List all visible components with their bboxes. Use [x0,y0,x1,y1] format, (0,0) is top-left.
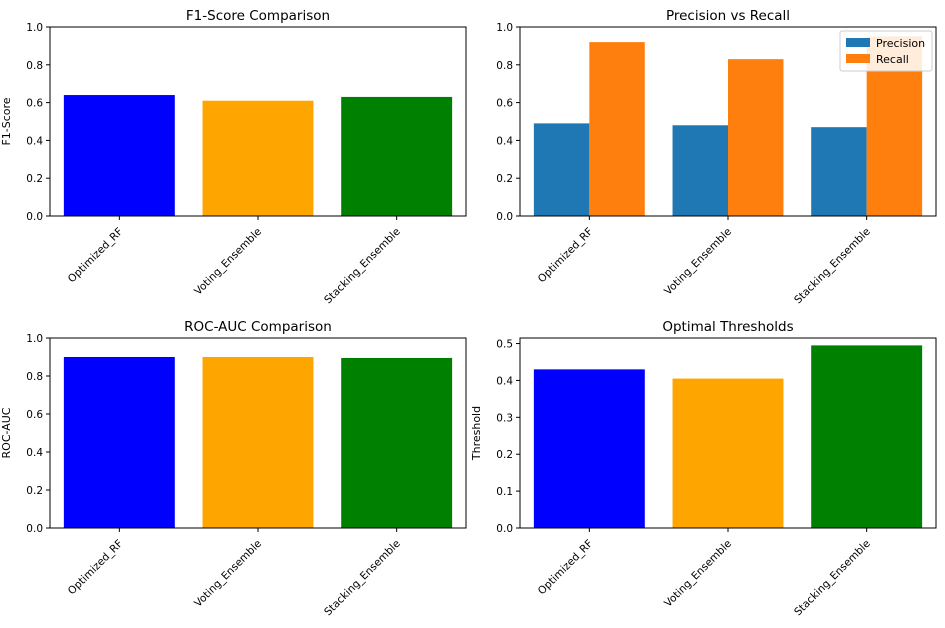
y-tick-label: 0.6 [496,98,513,110]
y-tick-label: 0.2 [26,485,43,497]
x-tick-label: Stacking_Ensemble [792,226,873,307]
x-tick-label: Voting_Ensemble [662,538,734,610]
subplot-3: ROC-AUC Comparison ROC-AUC 0.0 0.2 0.4 0.6 0.8… [0,319,467,619]
y-tick-label: 1.0 [26,333,43,345]
bar-voting-ensemble [202,357,314,528]
y-tick-label: 0.8 [26,60,43,72]
y-tick-label: 0.8 [26,371,43,383]
legend-label-precision: Precision [876,37,925,50]
y-tick-label: 0.6 [26,409,43,421]
x-tick-label: Voting_Ensemble [192,538,264,610]
x-tick-label: Stacking_Ensemble [792,538,873,619]
x-tick-label: Optimized_RF [66,226,126,286]
x-tick-label: Voting_Ensemble [662,226,734,298]
bar-precision-stacking-ensemble [811,127,867,216]
y-tick-label: 0.0 [26,211,43,223]
bar-voting-ensemble [202,100,314,216]
bar-stacking-ensemble [811,345,923,528]
subplot-4: Optimal Thresholds Threshold 0.0 0.1 0.2 0.3 0… [470,319,937,619]
bar-precision-voting-ensemble [672,125,728,216]
legend-swatch-precision [846,38,870,47]
legend-swatch-recall [846,54,870,63]
y-tick-label: 0.0 [26,523,43,535]
chart-title: ROC-AUC Comparison [184,319,332,335]
subplot-1: F1-Score Comparison F1-Score 0.0 0.2 0.4 0.6 0… [0,8,467,307]
y-tick-label: 0.4 [26,135,43,147]
x-tick-label: Stacking_Ensemble [322,226,403,307]
y-tick-label: 0.4 [26,447,43,459]
bar-recall-voting-ensemble [728,59,784,216]
y-tick-label: 1.0 [26,22,43,34]
y-tick-label: 0.4 [496,135,513,147]
x-tick-label: Stacking_Ensemble [322,538,403,619]
y-tick-label: 0.2 [496,173,513,185]
x-tick-label: Optimized_RF [536,226,596,286]
y-tick-label: 1.0 [496,22,513,34]
bar-optimized-rf [63,357,175,528]
bar-voting-ensemble [672,378,784,528]
y-tick-label: 0.0 [496,211,513,223]
legend-label-recall: Recall [876,53,909,66]
y-tick-label: 0.5 [496,339,513,351]
y-tick-label: 0.6 [26,98,43,110]
y-tick-label: 0.8 [496,60,513,72]
legend: Precision Recall [839,30,933,72]
bar-recall-optimized-rf [589,42,645,217]
x-tick-label: Optimized_RF [66,538,126,598]
chart-title: Precision vs Recall [666,8,790,24]
chart-title: Optimal Thresholds [662,319,793,335]
y-axis-label: ROC-AUC [0,407,13,458]
y-axis-label: F1-Score [0,97,13,145]
y-tick-label: 0.1 [496,486,513,498]
y-tick-label: 0.3 [496,412,513,424]
y-tick-label: 0.2 [496,449,513,461]
bar-precision-optimized-rf [533,123,590,216]
bar-stacking-ensemble [341,96,453,216]
subplot-2: Precision vs Recall 0.0 0.2 0.4 0.6 0.8 1.0 Opt… [496,8,937,307]
y-tick-label: 0.0 [496,523,513,535]
bar-stacking-ensemble [341,357,453,528]
y-tick-label: 0.2 [26,173,43,185]
x-tick-label: Optimized_RF [536,538,596,598]
bar-optimized-rf [63,95,175,216]
y-axis-label: Threshold [470,406,483,461]
chart-title: F1-Score Comparison [186,8,330,24]
x-tick-label: Voting_Ensemble [192,226,264,298]
bar-optimized-rf [533,369,645,528]
y-tick-label: 0.4 [496,375,513,387]
